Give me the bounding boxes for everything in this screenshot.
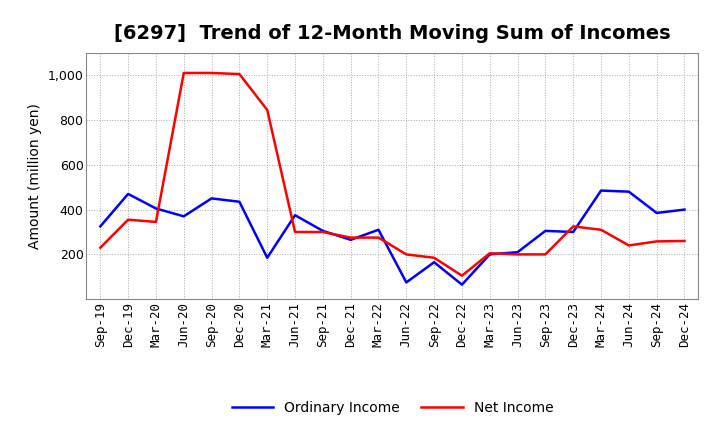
Net Income [291,229,300,235]
Net Income [569,224,577,229]
Ordinary Income [152,206,161,211]
Net Income [207,70,216,76]
Ordinary Income [680,207,689,212]
Ordinary Income [485,252,494,257]
Ordinary Income [263,255,271,260]
Net Income [124,217,132,222]
Ordinary Income [597,188,606,193]
Ordinary Income [318,228,327,234]
Ordinary Income [235,199,243,205]
Ordinary Income [207,196,216,201]
Ordinary Income [346,237,355,242]
Net Income [652,239,661,244]
Net Income [541,252,550,257]
Line: Ordinary Income: Ordinary Income [100,191,685,285]
Net Income [152,219,161,224]
Net Income [235,71,243,77]
Line: Net Income: Net Income [100,73,685,276]
Net Income [513,252,522,257]
Ordinary Income [569,229,577,235]
Ordinary Income [179,214,188,219]
Legend: Ordinary Income, Net Income: Ordinary Income, Net Income [226,395,559,420]
Net Income [680,238,689,244]
Ordinary Income [430,260,438,265]
Net Income [263,107,271,113]
Net Income [430,255,438,260]
Ordinary Income [124,191,132,197]
Net Income [346,235,355,240]
Net Income [374,235,383,240]
Ordinary Income [374,227,383,232]
Ordinary Income [541,228,550,234]
Ordinary Income [513,249,522,255]
Ordinary Income [652,210,661,216]
Net Income [96,245,104,250]
Y-axis label: Amount (million yen): Amount (million yen) [28,103,42,249]
Net Income [458,273,467,279]
Ordinary Income [291,213,300,218]
Ordinary Income [96,224,104,229]
Net Income [179,70,188,76]
Net Income [597,227,606,232]
Ordinary Income [458,282,467,287]
Ordinary Income [402,280,410,285]
Net Income [402,252,410,257]
Title: [6297]  Trend of 12-Month Moving Sum of Incomes: [6297] Trend of 12-Month Moving Sum of I… [114,24,671,43]
Net Income [624,243,633,248]
Net Income [318,229,327,235]
Net Income [485,251,494,256]
Ordinary Income [624,189,633,194]
